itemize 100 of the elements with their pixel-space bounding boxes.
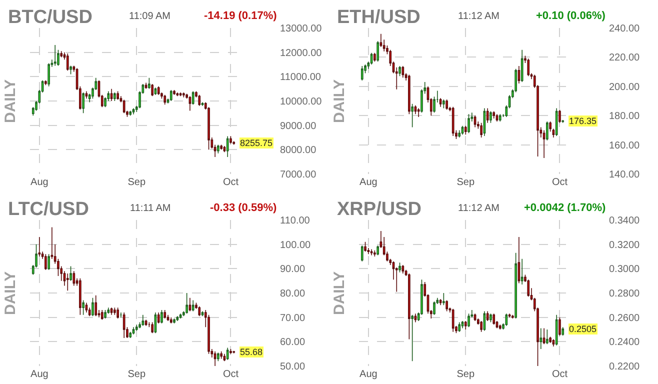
candlestick	[508, 313, 511, 318]
candlestick	[66, 273, 69, 291]
text: 11:12 AM	[458, 11, 500, 22]
candlestick	[490, 313, 492, 323]
candlestick	[518, 66, 520, 84]
candlestick	[70, 65, 72, 75]
candlestick	[154, 87, 157, 96]
candlestick	[442, 292, 445, 306]
y-tick-label: 80.00	[280, 288, 306, 300]
x-tick-label: Oct	[552, 177, 568, 188]
candlestick	[411, 104, 414, 128]
y-tick-label: 0.3200	[609, 240, 640, 251]
candlestick	[549, 336, 552, 344]
candlestick	[38, 236, 41, 257]
candlestick	[188, 297, 192, 312]
y-tick-label: 180.00	[609, 111, 640, 122]
candlestick	[380, 33, 382, 48]
candlestick	[232, 140, 236, 146]
candlestick	[201, 310, 204, 317]
candlestick	[464, 125, 467, 135]
candlestick	[562, 120, 564, 124]
candlestick	[220, 144, 222, 150]
candlestick	[114, 307, 116, 316]
candlestick	[217, 144, 220, 154]
y-tick-label: 12000.00	[280, 48, 322, 59]
x-tick-label: Oct	[552, 369, 568, 380]
candlestick	[85, 90, 88, 99]
candlestick	[82, 92, 84, 114]
candlestick	[552, 338, 555, 347]
candlestick	[452, 308, 454, 332]
candlestick	[154, 312, 157, 334]
candlestick	[151, 84, 154, 97]
candlestick	[411, 314, 414, 362]
candlestick	[360, 245, 364, 262]
candlestick	[135, 324, 138, 332]
candlestick	[110, 88, 113, 102]
candlestick	[542, 130, 546, 158]
candlestick	[480, 320, 482, 332]
y-tick-label: 90.00	[280, 264, 306, 276]
y-tick-label: 9000.00	[280, 120, 317, 132]
candlestick	[110, 307, 113, 316]
candlestick	[230, 348, 232, 354]
candlestick	[232, 350, 236, 354]
candlestick	[496, 114, 498, 122]
candlestick	[520, 50, 524, 82]
candlestick	[546, 121, 548, 141]
candlestick	[490, 110, 492, 124]
y-tick-label: 8000.00	[280, 145, 317, 156]
candlestick	[160, 310, 163, 324]
candlestick	[129, 110, 132, 116]
candlestick	[527, 58, 530, 77]
y-tick-label: 0.2800	[609, 288, 640, 300]
candlestick	[92, 297, 94, 317]
candlestick	[220, 351, 222, 360]
y-axis-title: DAILY	[2, 271, 19, 315]
x-tick-label: Sep	[128, 369, 146, 380]
candlestick	[94, 295, 98, 317]
chart-title: LTC/USD	[8, 199, 89, 220]
candlestick	[402, 264, 404, 274]
candlestick	[408, 74, 410, 115]
candlestick	[452, 106, 454, 136]
candlestick	[527, 279, 530, 298]
candlestick	[72, 270, 76, 286]
chart-title: XRP/USD	[337, 199, 422, 220]
y-tick-label: 50.00	[280, 362, 306, 372]
candlestick	[505, 313, 508, 326]
candlestick	[558, 316, 561, 336]
candlestick	[414, 104, 417, 115]
y-axis-title: DAILY	[2, 79, 19, 123]
candlestick	[226, 347, 229, 360]
candlestick	[376, 245, 379, 256]
candlestick	[514, 252, 517, 319]
x-tick-label: Aug	[360, 177, 378, 188]
candlestick	[439, 98, 442, 108]
candlestick	[461, 320, 464, 329]
candlestick	[562, 326, 564, 336]
candlestick	[398, 262, 401, 273]
text: 11:11 AM	[130, 203, 171, 214]
y-tick-label: 140.00	[609, 170, 640, 180]
candlestick	[230, 136, 232, 144]
candlestick	[173, 90, 176, 96]
candlestick	[374, 52, 376, 62]
candlestick	[157, 86, 160, 96]
candlestick	[364, 242, 366, 252]
candlestick	[142, 314, 144, 326]
candlestick	[546, 329, 548, 344]
y-tick-label: 220.00	[609, 52, 640, 64]
candlestick	[414, 313, 417, 323]
candlestick	[217, 352, 220, 362]
candlestick	[114, 92, 116, 102]
candlestick	[555, 314, 558, 346]
candlestick	[104, 310, 106, 319]
y-tick-label: 0.3400	[609, 216, 640, 226]
annotation: 55.68	[240, 347, 263, 357]
y-tick-label: 0.2600	[609, 312, 640, 324]
x-tick-label: Sep	[456, 369, 475, 380]
candlestick	[374, 250, 376, 257]
candlestick	[468, 313, 470, 328]
candlestick	[558, 109, 561, 124]
y-tick-label: 13000.00	[280, 24, 322, 34]
